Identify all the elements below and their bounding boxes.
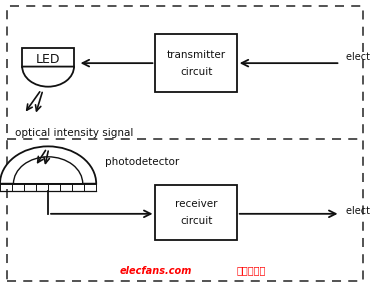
Wedge shape [22, 67, 74, 87]
Text: receiver: receiver [175, 199, 217, 209]
Text: electrical signal: electrical signal [346, 206, 370, 216]
Wedge shape [13, 157, 83, 184]
Text: photodetector: photodetector [105, 157, 180, 167]
Text: LED: LED [36, 53, 60, 65]
Text: optical intensity signal: optical intensity signal [15, 129, 133, 138]
Bar [155, 34, 237, 92]
Bar [155, 185, 237, 240]
Text: transmitter: transmitter [166, 50, 226, 59]
Text: circuit: circuit [180, 67, 212, 77]
Text: electrical signal: electrical signal [346, 53, 370, 62]
Text: elecfans.com: elecfans.com [119, 265, 192, 276]
Wedge shape [0, 146, 96, 184]
Bar [22, 48, 74, 67]
Text: 电子发烧友: 电子发烧友 [237, 265, 266, 276]
Text: circuit: circuit [180, 216, 212, 226]
